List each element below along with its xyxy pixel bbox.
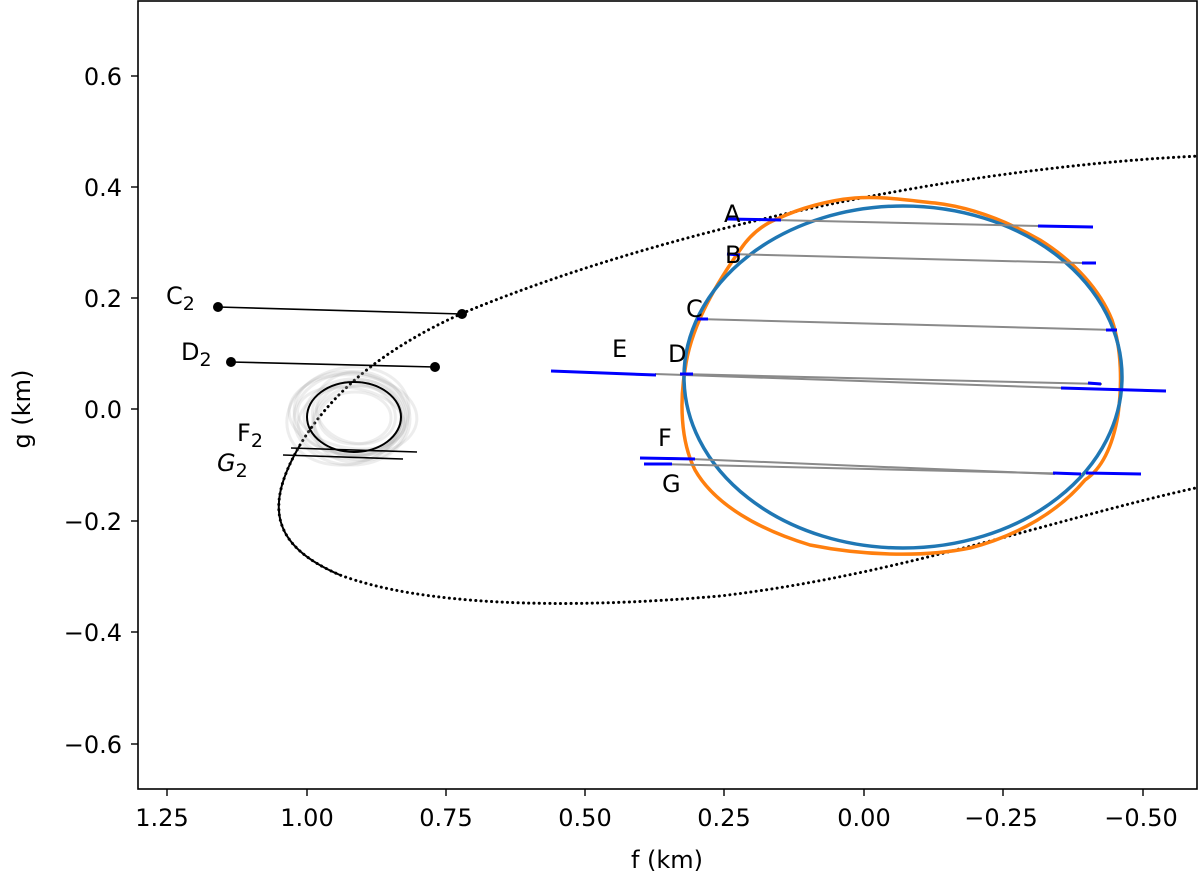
svg-text:0.2: 0.2: [84, 285, 122, 313]
chord-label-g: G: [662, 470, 681, 498]
svg-text:0.4: 0.4: [84, 174, 122, 202]
svg-text:−0.2: −0.2: [64, 508, 122, 536]
fit-ellipse: [682, 204, 1124, 550]
satellite-label-c2: C2: [166, 282, 195, 315]
satellite-label-f2: F2: [237, 419, 263, 452]
svg-text:−0.25: −0.25: [964, 804, 1038, 832]
plot-area: A B C D E F G C2 D2 F2 G2: [166, 154, 1197, 605]
satellite-orbit-dense: [277, 444, 341, 576]
satellite-label-d2: D2: [181, 338, 212, 371]
svg-text:0.75: 0.75: [419, 804, 472, 832]
x-axis-tick-labels: 1.25 1.00 0.75 0.50 0.25 0.00 −0.25 −0.5…: [135, 804, 1177, 832]
body-chords: [654, 218, 1116, 475]
svg-text:−0.6: −0.6: [64, 731, 122, 759]
svg-text:0.25: 0.25: [697, 804, 750, 832]
y-axis-ticks: [131, 75, 138, 745]
satellite-label-g2: G2: [217, 449, 248, 482]
svg-text:0.00: 0.00: [837, 804, 890, 832]
svg-text:1.00: 1.00: [280, 804, 333, 832]
axes-frame: [137, 0, 1198, 790]
chord-label-b: B: [725, 241, 741, 269]
svg-text:−0.4: −0.4: [64, 619, 122, 647]
svg-text:−0.50: −0.50: [1104, 804, 1178, 832]
satellite-fit-ellipse: [306, 381, 402, 453]
satellite-ellipse-cloud: [285, 365, 419, 467]
svg-text:0.6: 0.6: [84, 63, 122, 91]
chord-label-d: D: [668, 340, 686, 368]
chord-label-e: E: [612, 335, 627, 363]
satellite-chord-endpoints: [213, 302, 467, 372]
chord-label-a: A: [724, 200, 741, 228]
y-axis-label: g (km): [8, 370, 36, 449]
chord-label-f: F: [658, 424, 672, 452]
y-axis-tick-labels: 0.6 0.4 0.2 0.0 −0.2 −0.4 −0.6: [64, 63, 122, 759]
chord-error-bars: [550, 217, 1167, 476]
svg-text:0.50: 0.50: [558, 804, 611, 832]
x-axis-ticks: [166, 789, 1144, 796]
svg-text:0.0: 0.0: [84, 396, 122, 424]
chord-label-c: C: [686, 295, 703, 323]
svg-text:1.25: 1.25: [135, 804, 188, 832]
satellite-chords: [217, 306, 463, 460]
x-axis-label: f (km): [631, 846, 703, 874]
